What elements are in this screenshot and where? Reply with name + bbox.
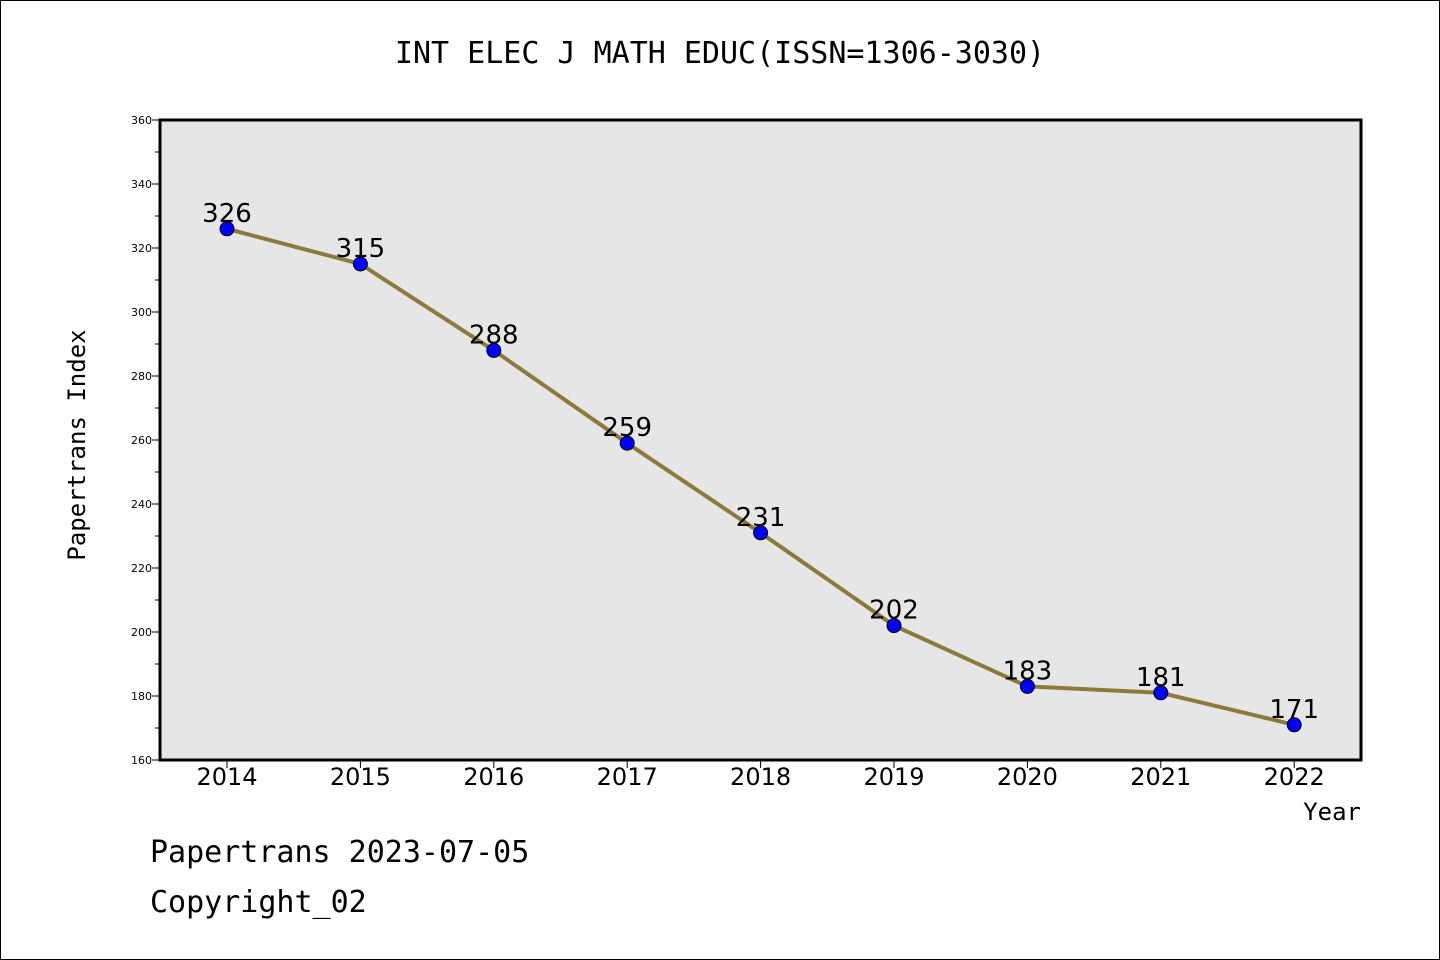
data-point bbox=[486, 342, 502, 358]
y-tick-label: 180 bbox=[131, 690, 152, 703]
data-label: 288 bbox=[469, 320, 519, 350]
data-point bbox=[619, 435, 635, 451]
x-tick-label: 2020 bbox=[997, 763, 1058, 791]
x-tick-label: 2021 bbox=[1130, 763, 1191, 791]
y-tick-label: 220 bbox=[131, 562, 152, 575]
plot-border bbox=[158, 118, 1363, 762]
data-label: 259 bbox=[602, 413, 652, 443]
x-tick-label: 2022 bbox=[1264, 763, 1325, 791]
y-axis-title: Papertrans Index bbox=[63, 329, 91, 560]
x-tick-label: 2018 bbox=[730, 763, 791, 791]
y-tick-label: 320 bbox=[131, 242, 152, 255]
x-tick-label: 2016 bbox=[463, 763, 524, 791]
x-tick-label: 2014 bbox=[196, 763, 257, 791]
y-tick-label: 260 bbox=[131, 434, 152, 447]
data-point bbox=[886, 618, 902, 634]
data-label: 181 bbox=[1136, 663, 1186, 693]
data-point bbox=[1153, 685, 1169, 701]
data-label: 231 bbox=[736, 503, 786, 533]
data-label: 171 bbox=[1269, 695, 1319, 725]
data-point bbox=[352, 256, 368, 272]
data-point bbox=[219, 221, 235, 237]
data-label: 315 bbox=[336, 234, 386, 264]
x-tick-label: 2019 bbox=[863, 763, 924, 791]
y-tick-label: 300 bbox=[131, 306, 152, 319]
y-tick-label: 360 bbox=[131, 114, 152, 127]
y-tick-label: 200 bbox=[131, 626, 152, 639]
data-point bbox=[1286, 717, 1302, 733]
y-tick-label: 240 bbox=[131, 498, 152, 511]
y-tick-label: 280 bbox=[131, 370, 152, 383]
chart-title: INT ELEC J MATH EDUC(ISSN=1306-3030) bbox=[394, 36, 1046, 71]
footer-date: Papertrans 2023-07-05 bbox=[150, 835, 530, 870]
data-point bbox=[753, 525, 769, 541]
data-label: 183 bbox=[1003, 656, 1053, 686]
data-point bbox=[1019, 678, 1035, 694]
data-label: 326 bbox=[202, 199, 252, 229]
footer-copyright: Copyright_02 bbox=[150, 885, 367, 920]
x-axis-title: Year bbox=[1303, 798, 1361, 826]
x-tick-label: 2017 bbox=[597, 763, 658, 791]
data-label: 202 bbox=[869, 596, 919, 626]
y-tick-label: 160 bbox=[131, 754, 152, 767]
plot-area bbox=[160, 120, 1361, 760]
y-tick-label: 340 bbox=[131, 178, 152, 191]
x-tick-label: 2015 bbox=[330, 763, 391, 791]
